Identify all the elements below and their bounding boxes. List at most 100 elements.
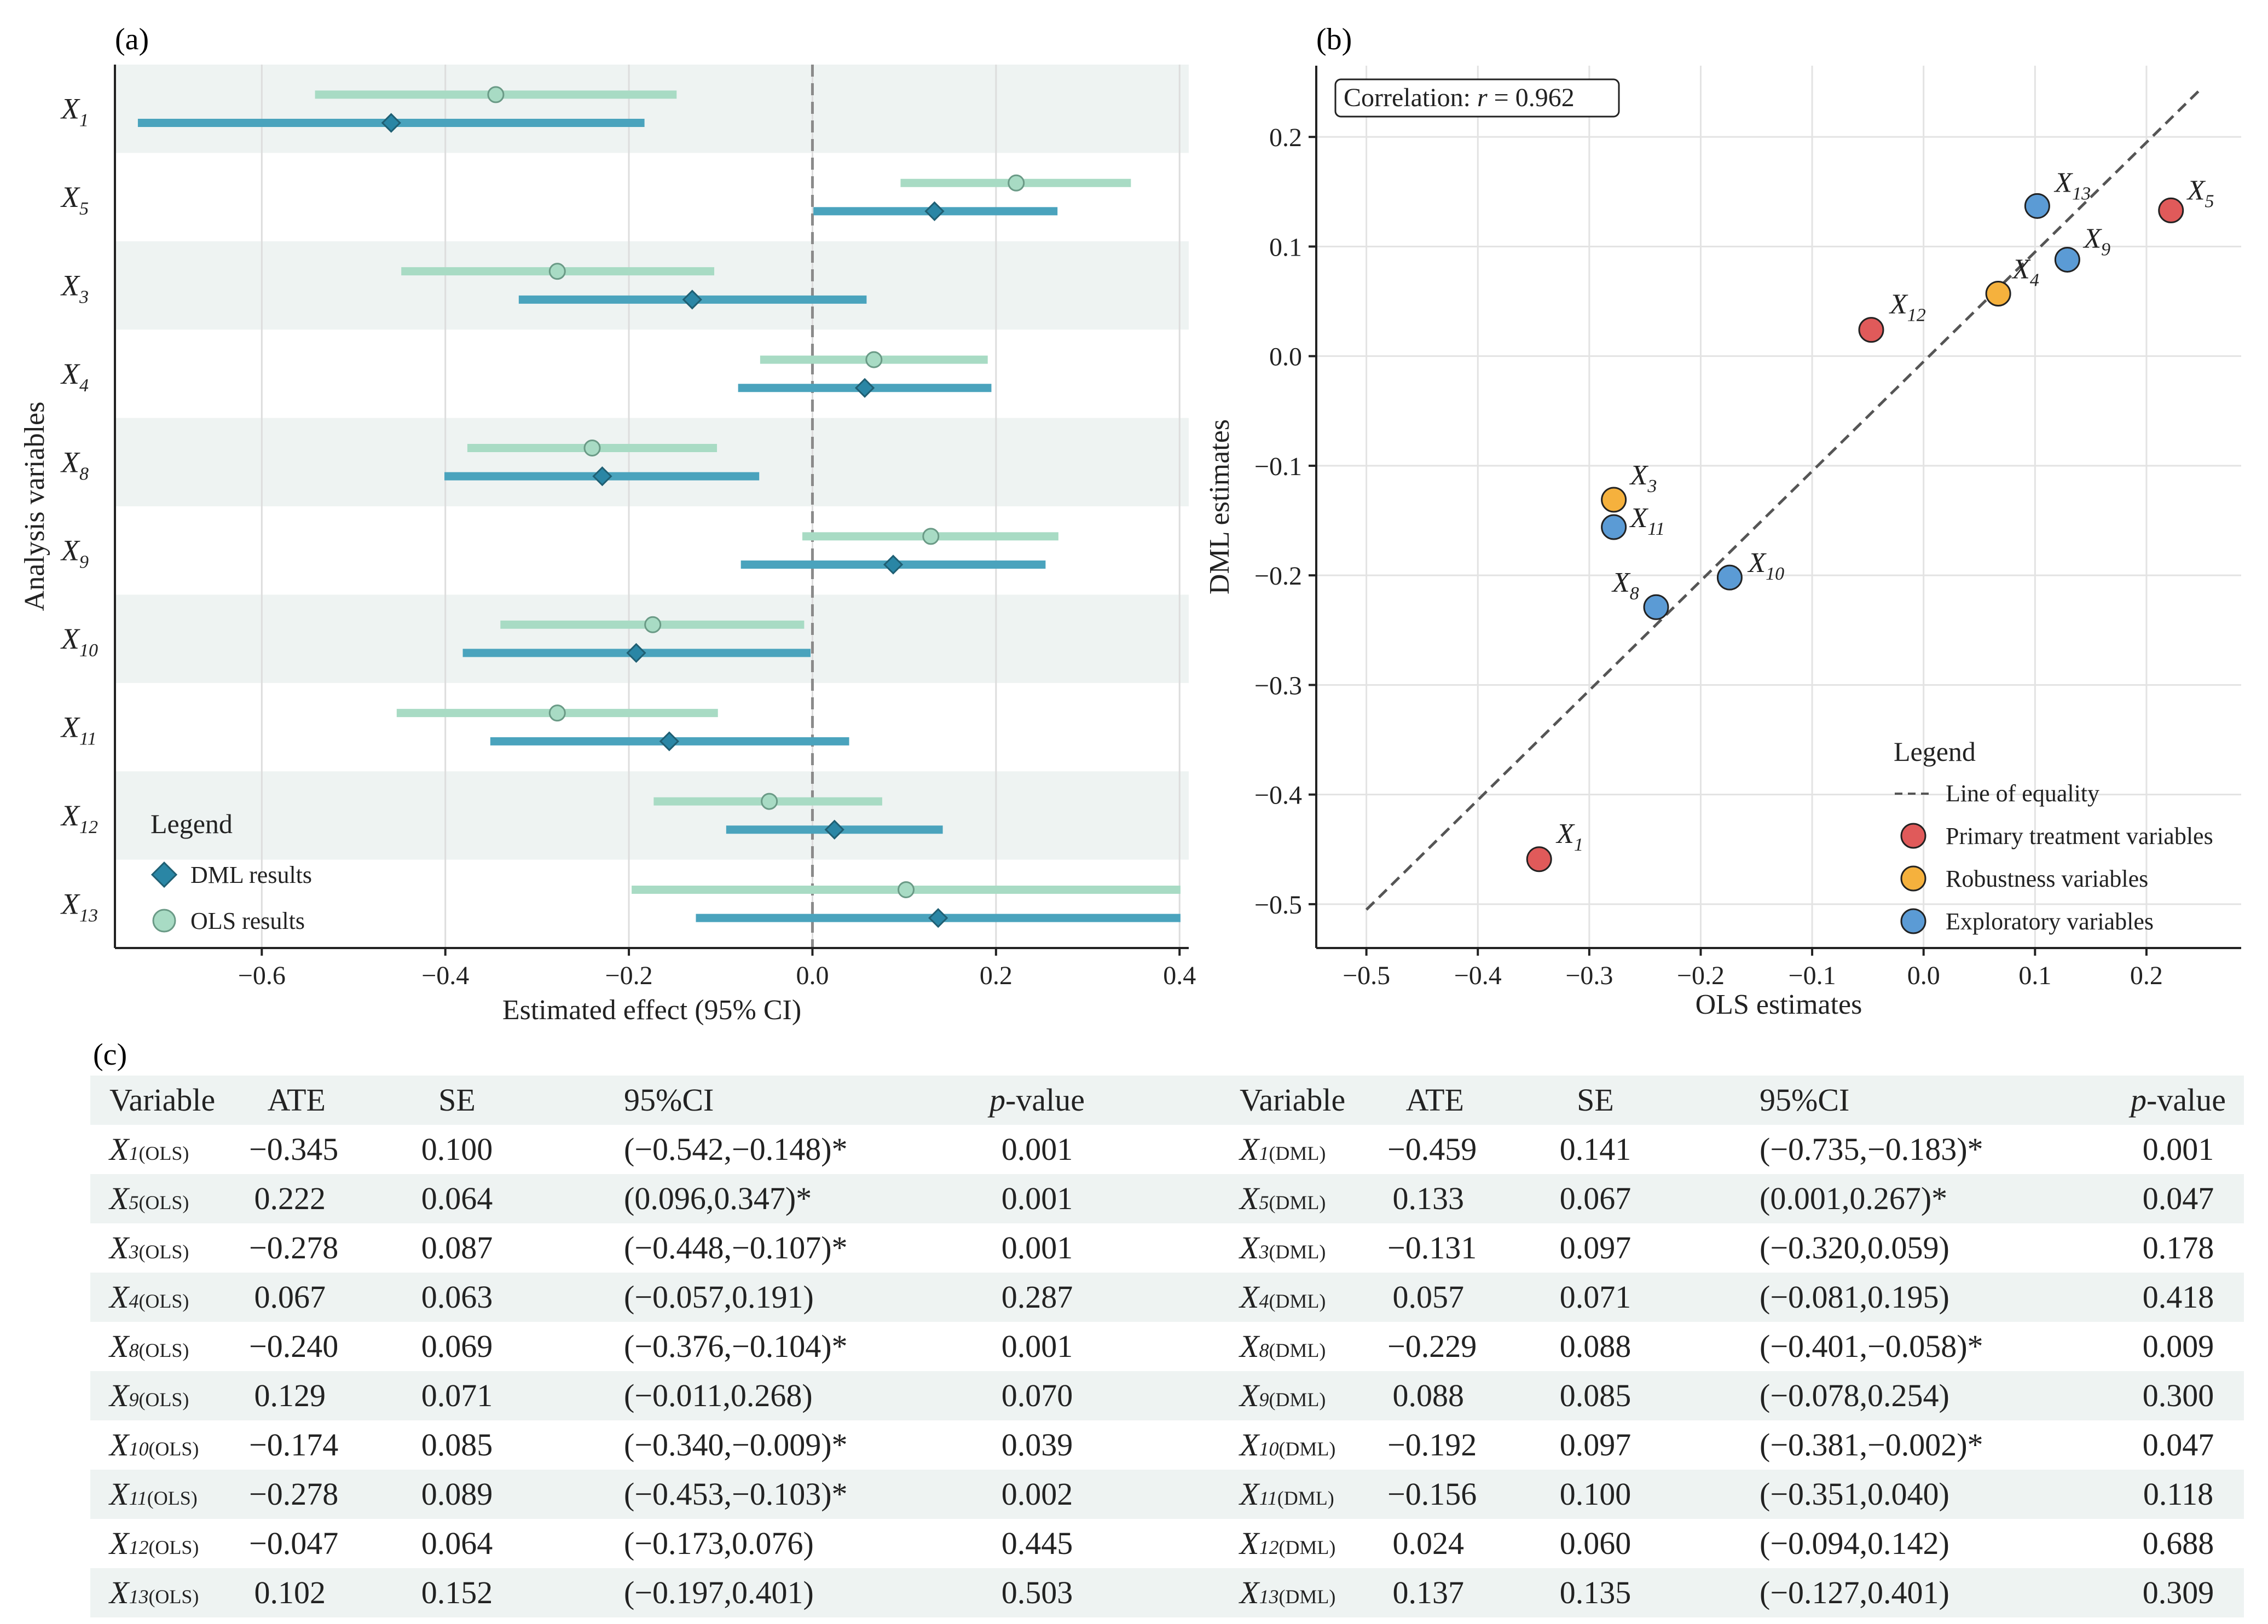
header-p-value: p-value (990, 1082, 1085, 1118)
cell-ols-ci: (−0.340,−0.009)* (624, 1427, 848, 1463)
panel-c-results-table: Variable ATE SE 95%CI p-value Variable ATE SE 95… (90, 1076, 2244, 1620)
cell-dml-ci: (−0.094,0.142) (1760, 1525, 1949, 1561)
y-tick-label: X3 (60, 269, 89, 308)
panel-a-forest-plot: (a) X1 X5 X3 X4 X8 X9 X10 X11 X12 X13 −0.6 −0.4 −0.2 0… (19, 22, 1196, 1026)
table-header-row: Variable ATE SE 95%CI p-value Variable ATE SE 95… (90, 1076, 2244, 1125)
y-tick-label: X5 (60, 181, 89, 219)
y-tick-label: X9 (60, 534, 89, 573)
legend-group-marker (1900, 865, 1926, 892)
scatter-point (1601, 514, 1627, 540)
x-tick-label: −0.6 (238, 961, 286, 990)
y-tick-label: −0.2 (1254, 562, 1302, 591)
scatter-point (1716, 564, 1743, 591)
x-tick-label: −0.5 (1343, 961, 1390, 990)
panel-b-scatter-plot: (b) −0.5 −0.4 −0.3 −0.2 −0.1 0.0 0.1 0.2 −0.5 −0.4… (1204, 22, 2241, 1020)
ols-estimate-point (1008, 174, 1025, 192)
point-label: X9 (2082, 223, 2110, 259)
cell-ols-ci: (−0.448,−0.107)* (624, 1230, 848, 1265)
x-tick-label: −0.3 (1565, 961, 1613, 990)
y-tick-label: X11 (60, 711, 96, 749)
cell-ols-se: 0.063 (421, 1279, 493, 1315)
cell-dml-p: 0.118 (2143, 1476, 2214, 1512)
cell-ols-ate: −0.240 (249, 1328, 339, 1364)
cell-ols-ci: (−0.057,0.191) (624, 1279, 814, 1315)
cell-ols-variable: X5(OLS) (109, 1181, 189, 1216)
y-tick-label: X12 (60, 799, 98, 837)
table-row: X11(OLS) −0.278 0.089 (−0.453,−0.103)* 0.002… (90, 1470, 2244, 1519)
cell-ols-ci: (−0.376,−0.104)* (624, 1328, 848, 1364)
cell-ols-ate: −0.174 (249, 1427, 339, 1463)
row-band (115, 418, 1189, 506)
cell-ols-p: 0.503 (1001, 1575, 1073, 1610)
y-tick-label: −0.5 (1254, 891, 1302, 920)
cell-dml-variable: X8(DML) (1240, 1328, 1326, 1364)
cell-dml-ate: 0.057 (1392, 1279, 1465, 1315)
x-tick-label: 0.0 (1907, 961, 1940, 990)
cell-ols-p: 0.001 (1001, 1181, 1073, 1216)
cell-ols-ate: −0.278 (249, 1230, 339, 1265)
table-row: X13(OLS) 0.102 0.152 (−0.197,0.401) 0.503 X13… (90, 1568, 2244, 1617)
cell-dml-variable: X13(DML) (1240, 1575, 1336, 1610)
legend-title: Legend (151, 808, 233, 839)
x-axis-title: Estimated effect (95% CI) (502, 995, 801, 1026)
cell-ols-variable: X4(OLS) (109, 1279, 189, 1315)
cell-ols-variable: X9(OLS) (109, 1378, 189, 1413)
y-tick-label: X8 (60, 446, 89, 484)
cell-dml-se: 0.135 (1559, 1575, 1631, 1610)
table-row: X1(OLS) −0.345 0.100 (−0.542,−0.148)* 0.001 X… (90, 1125, 2244, 1174)
ols-estimate-point (644, 616, 662, 633)
y-tick-label: −0.3 (1254, 671, 1302, 700)
y-tick-label: 0.0 (1269, 343, 1302, 372)
point-label: X1 (1555, 818, 1583, 855)
cell-ols-se: 0.087 (421, 1230, 493, 1265)
cell-ols-se: 0.064 (421, 1525, 493, 1561)
row-band (115, 594, 1189, 683)
legend-group-label: Primary treatment variables (1946, 823, 2213, 849)
scatter-point (2024, 193, 2050, 219)
cell-ols-se: 0.064 (421, 1181, 493, 1216)
cell-dml-ci: (0.001,0.267)* (1760, 1181, 1948, 1216)
table-row: X8(OLS) −0.240 0.069 (−0.376,−0.104)* 0.001 X… (90, 1322, 2244, 1371)
cell-dml-se: 0.067 (1559, 1181, 1631, 1216)
cell-ols-p: 0.002 (1001, 1476, 1073, 1512)
table-row: X5(OLS) 0.222 0.064 (0.096,0.347)* 0.001 X5(D… (90, 1174, 2244, 1223)
x-tick-label: 0.0 (796, 961, 829, 990)
y-tick-label: X4 (60, 357, 89, 396)
dml-estimate-point (682, 290, 702, 310)
panel-b-letter: (b) (1316, 22, 1352, 56)
point-label: X3 (1629, 460, 1657, 496)
cell-ols-ate: 0.222 (254, 1181, 326, 1216)
y-tick-label: X10 (60, 622, 98, 661)
legend-equality-label: Line of equality (1946, 780, 2099, 807)
panel-a-letter: (a) (115, 22, 149, 56)
point-label: X11 (1629, 502, 1665, 539)
x-tick-label: 0.2 (980, 961, 1012, 990)
cell-ols-ci: (−0.197,0.401) (624, 1575, 814, 1610)
y-axis-title: DML estimates (1204, 419, 1235, 594)
cell-ols-se: 0.100 (421, 1131, 493, 1167)
cell-dml-ci: (−0.320,0.059) (1760, 1230, 1949, 1265)
cell-dml-p: 0.047 (2142, 1181, 2214, 1216)
cell-dml-ate: −0.156 (1387, 1476, 1477, 1512)
dml-estimate-point (659, 731, 679, 752)
cell-dml-ci: (−0.081,0.195) (1760, 1279, 1949, 1315)
legend-group-marker (1900, 908, 1926, 934)
point-label: X10 (1747, 547, 1784, 584)
cell-dml-ate: −0.131 (1387, 1230, 1477, 1265)
cell-dml-p: 0.001 (2142, 1131, 2214, 1167)
cell-dml-se: 0.097 (1559, 1427, 1631, 1463)
cell-ols-variable: X10(OLS) (109, 1427, 199, 1463)
cell-dml-ate: 0.024 (1392, 1525, 1465, 1561)
point-label: X13 (2053, 167, 2091, 204)
table-row: X3(OLS) −0.278 0.087 (−0.448,−0.107)* 0.001 X… (90, 1223, 2244, 1273)
ols-estimate-point (865, 351, 883, 368)
table-row: X4(OLS) 0.067 0.063 (−0.057,0.191) 0.287 X4(D… (90, 1273, 2244, 1322)
cell-dml-ci: (−0.401,−0.058)* (1760, 1328, 1983, 1364)
point-label: X4 (2011, 254, 2039, 291)
cell-ols-variable: X12(OLS) (109, 1525, 199, 1561)
header-ci: 95%CI (1760, 1082, 1850, 1118)
cell-dml-variable: X10(DML) (1240, 1427, 1336, 1463)
cell-ols-p: 0.001 (1001, 1131, 1073, 1167)
x-tick-label: −0.2 (605, 961, 653, 990)
